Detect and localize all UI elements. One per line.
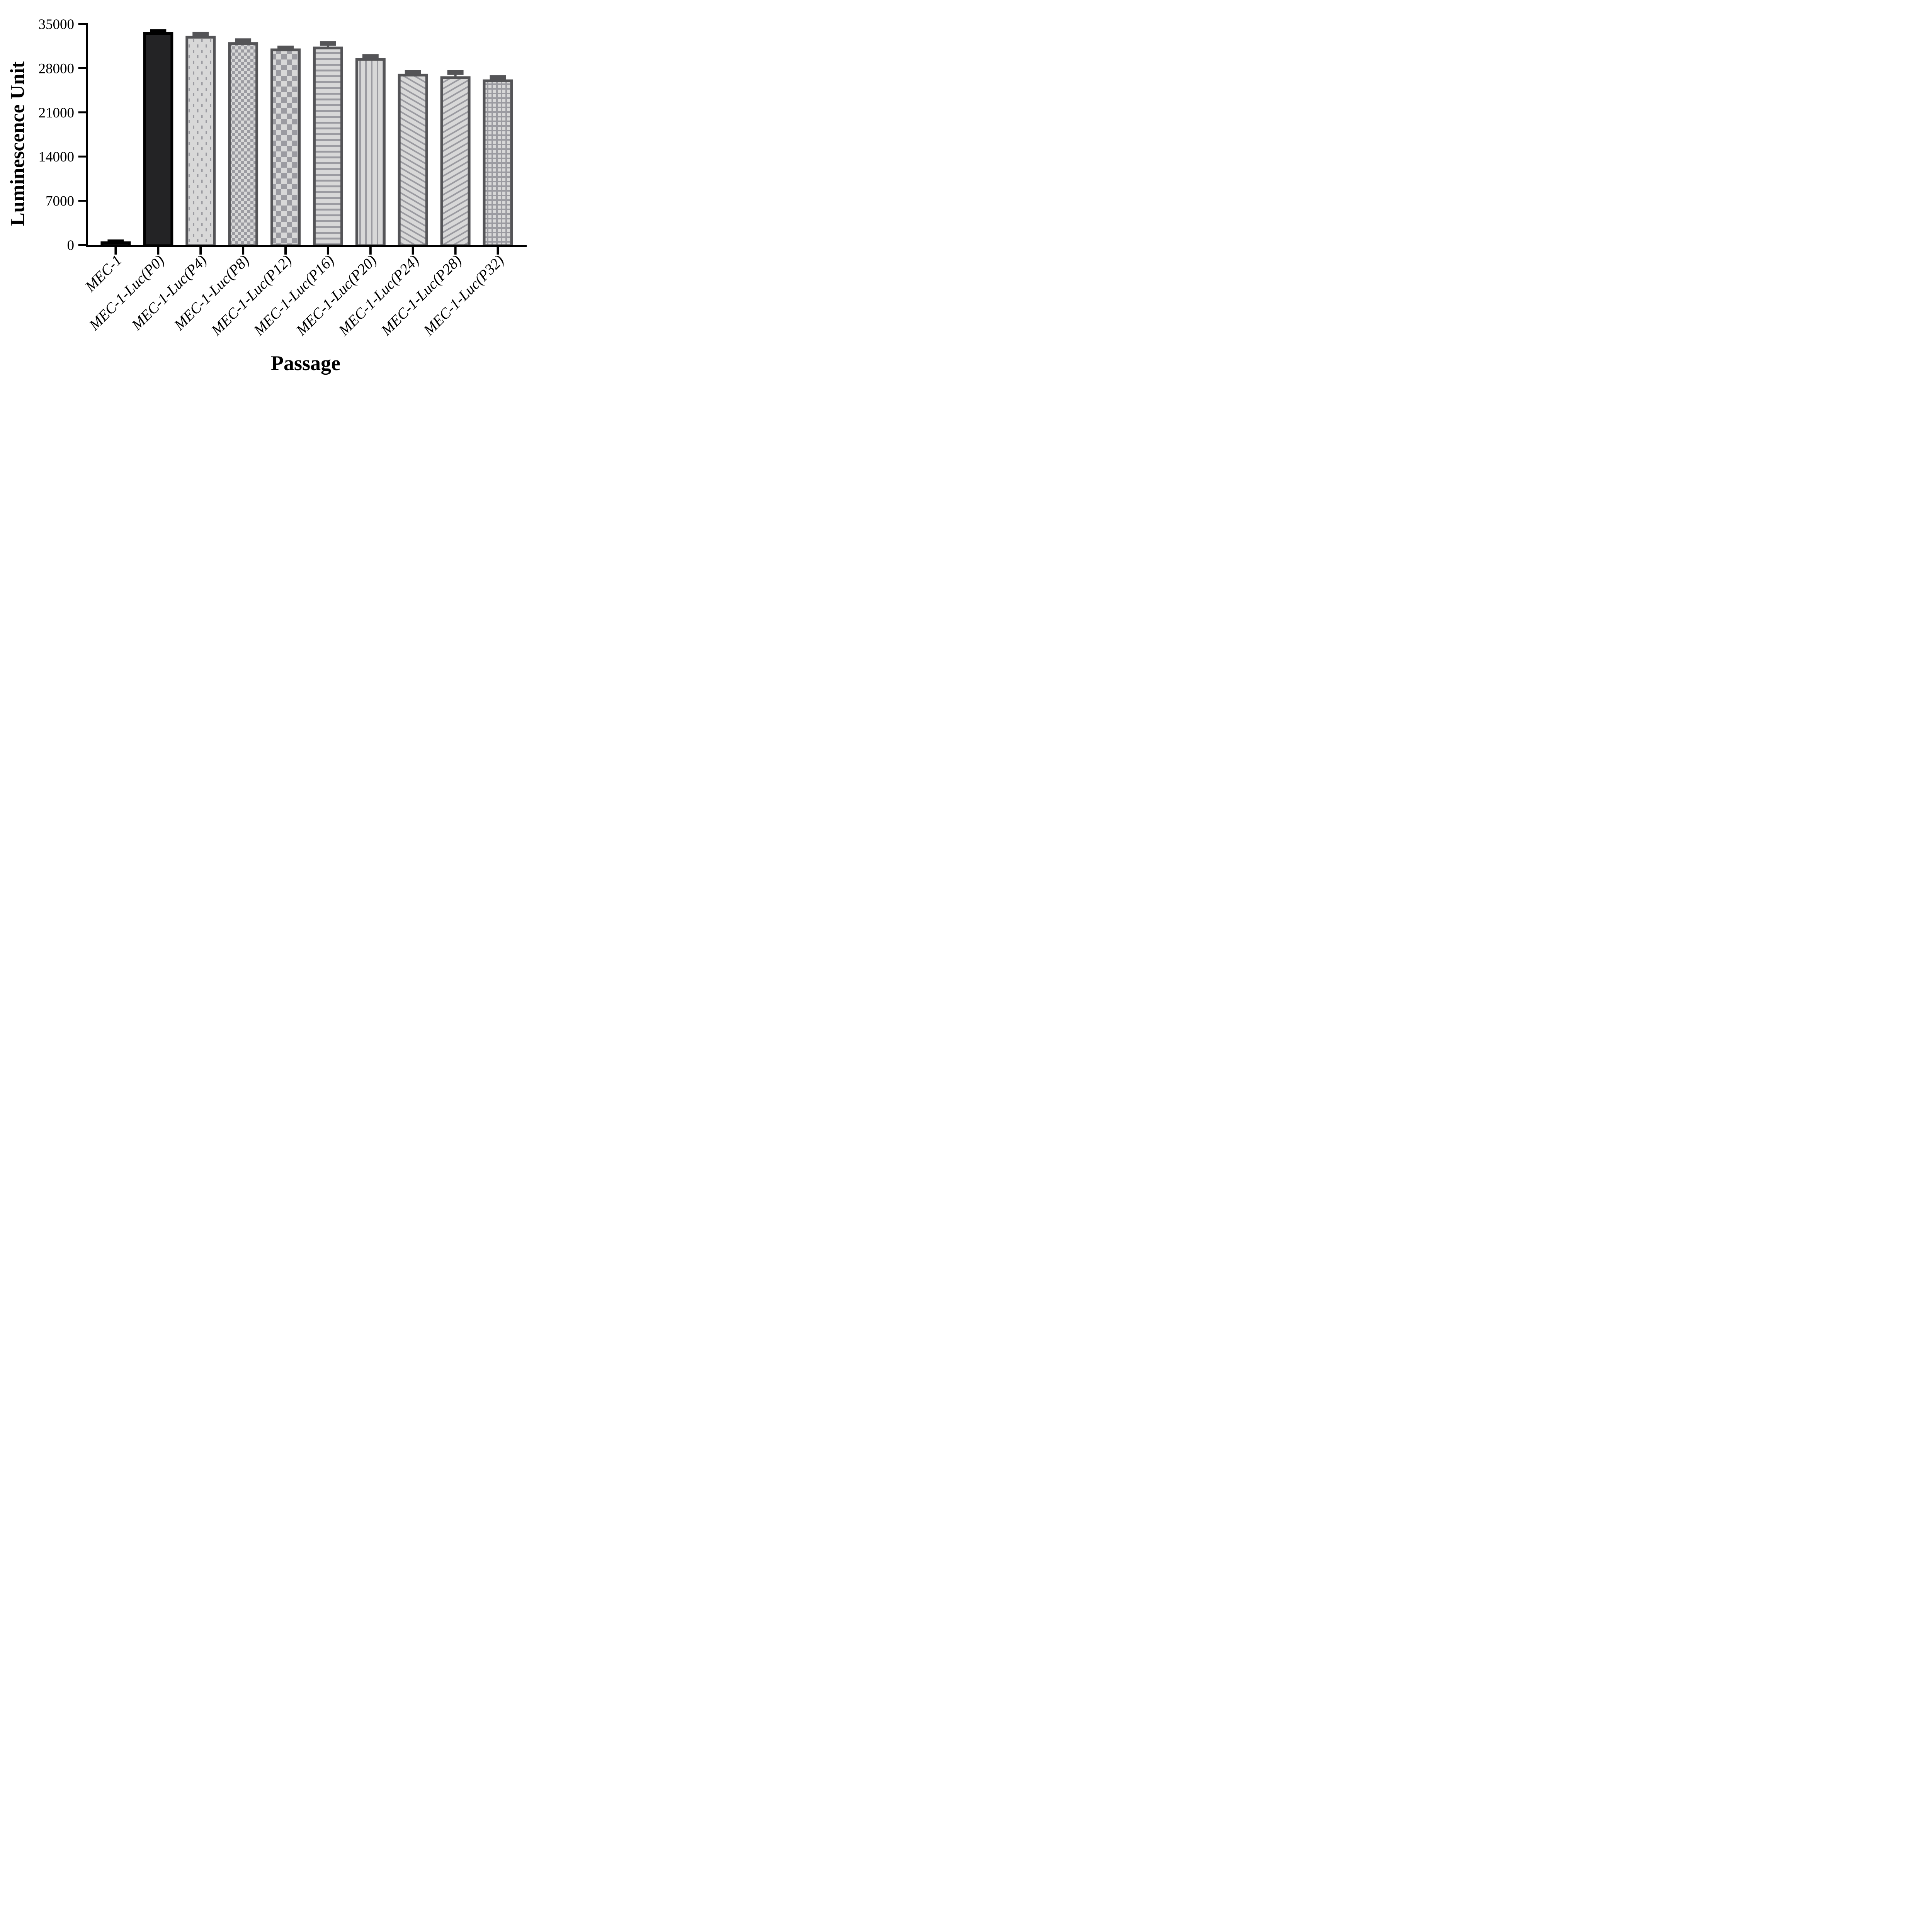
y-tick-28000 (78, 67, 86, 69)
x-tick-mec-1-luc-p8 (242, 247, 245, 255)
bar-mec-1-luc-p8 (228, 42, 259, 247)
category-label-mec-1-luc-p4: MEC-1-Luc(P4) (128, 252, 210, 334)
axes-layer (78, 23, 527, 255)
x-tick-mec-1-luc-p16 (327, 247, 329, 255)
x-tick-mec-1-luc-p32 (497, 247, 499, 255)
x-tick-mec-1-luc-p4 (199, 247, 202, 255)
x-tick-mec-1 (114, 247, 117, 255)
figure: 0 7000 14000 21000 28000 35000 MEC-1 MEC-1-Luc… (0, 0, 551, 385)
bar-mec-1-luc-p12 (270, 48, 301, 247)
x-axis-line (86, 245, 527, 247)
error-bar-stem-mec-1-luc-p16 (327, 43, 329, 50)
bar-mec-1-luc-p24 (398, 73, 428, 247)
bar-mec-1-luc-p28 (440, 76, 471, 247)
x-axis-title: Passage (271, 352, 340, 375)
y-tick-label-7000: 7000 (46, 194, 74, 209)
error-bar-cap-mec-1-luc-p32 (490, 75, 506, 80)
y-tick-0 (78, 244, 86, 246)
y-tick-label-0: 0 (67, 238, 75, 253)
error-bar-cap-mec-1-luc-p20 (362, 54, 379, 59)
category-labels-layer: MEC-1MEC-1-Luc(P0)MEC-1-Luc(P4)MEC-1-Luc… (82, 252, 507, 339)
x-tick-mec-1-luc-p24 (412, 247, 414, 255)
error-bar-cap-mec-1-luc-p28 (447, 70, 464, 75)
y-tick-label-14000: 14000 (39, 149, 75, 165)
error-bar-cap-mec-1-luc-p8 (235, 38, 252, 43)
y-tick-14000 (78, 155, 86, 158)
bars-layer (100, 32, 513, 247)
category-label-mec-1-luc-p8: MEC-1-Luc(P8) (171, 252, 253, 334)
y-tick-7000 (78, 200, 86, 202)
bar-mec-1-luc-p16 (313, 46, 343, 247)
category-label-mec-1-luc-p32: MEC-1-Luc(P32) (420, 252, 507, 339)
x-tick-mec-1-luc-p28 (454, 247, 457, 255)
error-bars-layer (107, 29, 506, 245)
x-tick-mec-1-luc-p0 (157, 247, 160, 255)
error-bar-cap-mec-1-luc-p4 (192, 32, 209, 37)
bar-mec-1-luc-p0 (143, 32, 173, 247)
category-label-mec-1-luc-p0: MEC-1-Luc(P0) (86, 252, 168, 334)
y-tick-35000 (78, 23, 86, 25)
bar-mec-1-luc-p32 (483, 79, 513, 247)
y-axis-spine (86, 23, 88, 247)
luminescence-bar-chart: 0 7000 14000 21000 28000 35000 MEC-1MEC-1-Luc… (7, 17, 527, 375)
x-tick-mec-1-luc-p20 (369, 247, 372, 255)
bar-mec-1-luc-p4 (185, 36, 216, 247)
bar-mec-1-luc-p20 (355, 58, 386, 247)
y-tick-label-21000: 21000 (39, 105, 75, 121)
error-bar-cap-mec-1-luc-p16 (320, 41, 336, 46)
y-tick-labels-layer: 0 7000 14000 21000 28000 35000 (39, 17, 75, 253)
y-tick-label-35000: 35000 (39, 17, 75, 32)
y-tick-label-28000: 28000 (39, 61, 75, 76)
error-bar-stem-mec-1-luc-p28 (454, 72, 457, 79)
x-tick-mec-1-luc-p12 (284, 247, 287, 255)
y-axis-title: Luminescence Unit (7, 61, 29, 226)
y-tick-21000 (78, 111, 86, 114)
error-bar-cap-mec-1-luc-p24 (405, 70, 421, 75)
